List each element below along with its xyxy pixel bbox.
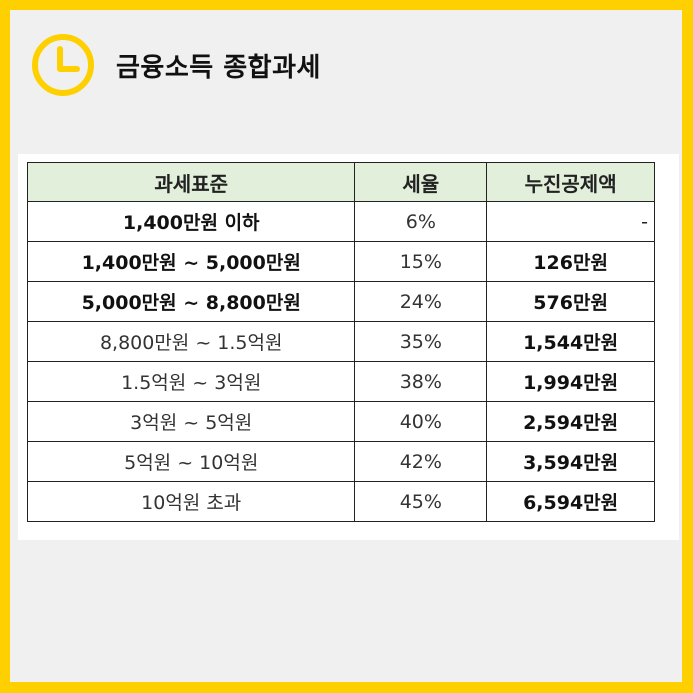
content-panel: 금융소득 종합과세 과세표준 세율 누진공제액 1,400만원 이하 6% - … bbox=[10, 10, 682, 682]
deduction-cell: 6,594만원 bbox=[486, 481, 655, 522]
deduction-cell: 126만원 bbox=[486, 241, 655, 282]
table-row: 5억원 ~ 10억원 42% 3,594만원 bbox=[26, 441, 655, 482]
bracket-cell: 8,800만원 ~ 1.5억원 bbox=[26, 321, 356, 362]
table-row: 1,400만원 ~ 5,000만원 15% 126만원 bbox=[26, 241, 655, 282]
bracket-cell: 5억원 ~ 10억원 bbox=[26, 441, 356, 482]
column-header-deduction: 누진공제액 bbox=[486, 162, 655, 202]
clock-icon bbox=[32, 34, 94, 96]
deduction-cell: 576만원 bbox=[486, 281, 655, 322]
rate-cell: 6% bbox=[354, 201, 488, 242]
deduction-cell: - bbox=[486, 201, 655, 242]
table-row: 1.5억원 ~ 3억원 38% 1,994만원 bbox=[26, 361, 655, 402]
table-row: 1,400만원 이하 6% - bbox=[26, 201, 655, 242]
table-row: 3억원 ~ 5억원 40% 2,594만원 bbox=[26, 401, 655, 442]
tax-rate-table: 과세표준 세율 누진공제액 1,400만원 이하 6% - 1,400만원 ~ … bbox=[26, 162, 655, 522]
bracket-cell: 5,000만원 ~ 8,800만원 bbox=[26, 281, 356, 322]
deduction-cell: 3,594만원 bbox=[486, 441, 655, 482]
page-title: 금융소득 종합과세 bbox=[116, 52, 321, 83]
header: 금융소득 종합과세 bbox=[30, 32, 321, 98]
tax-table-container: 과세표준 세율 누진공제액 1,400만원 이하 6% - 1,400만원 ~ … bbox=[18, 154, 679, 540]
rate-cell: 45% bbox=[354, 481, 488, 522]
deduction-cell: 2,594만원 bbox=[486, 401, 655, 442]
deduction-cell: 1,994만원 bbox=[486, 361, 655, 402]
rate-cell: 35% bbox=[354, 321, 488, 362]
bracket-cell: 1,400만원 이하 bbox=[26, 201, 356, 242]
rate-cell: 15% bbox=[354, 241, 488, 282]
column-header-rate: 세율 bbox=[354, 162, 488, 202]
rate-cell: 42% bbox=[354, 441, 488, 482]
table-header-row: 과세표준 세율 누진공제액 bbox=[26, 162, 655, 202]
bracket-cell: 1.5억원 ~ 3억원 bbox=[26, 361, 356, 402]
rate-cell: 40% bbox=[354, 401, 488, 442]
table-row: 10억원 초과 45% 6,594만원 bbox=[26, 481, 655, 522]
bracket-cell: 3억원 ~ 5억원 bbox=[26, 401, 356, 442]
rate-cell: 38% bbox=[354, 361, 488, 402]
bracket-cell: 10억원 초과 bbox=[26, 481, 356, 522]
column-header-bracket: 과세표준 bbox=[26, 162, 356, 202]
table-row: 5,000만원 ~ 8,800만원 24% 576만원 bbox=[26, 281, 655, 322]
deduction-cell: 1,544만원 bbox=[486, 321, 655, 362]
rate-cell: 24% bbox=[354, 281, 488, 322]
bracket-cell: 1,400만원 ~ 5,000만원 bbox=[26, 241, 356, 282]
table-row: 8,800만원 ~ 1.5억원 35% 1,544만원 bbox=[26, 321, 655, 362]
